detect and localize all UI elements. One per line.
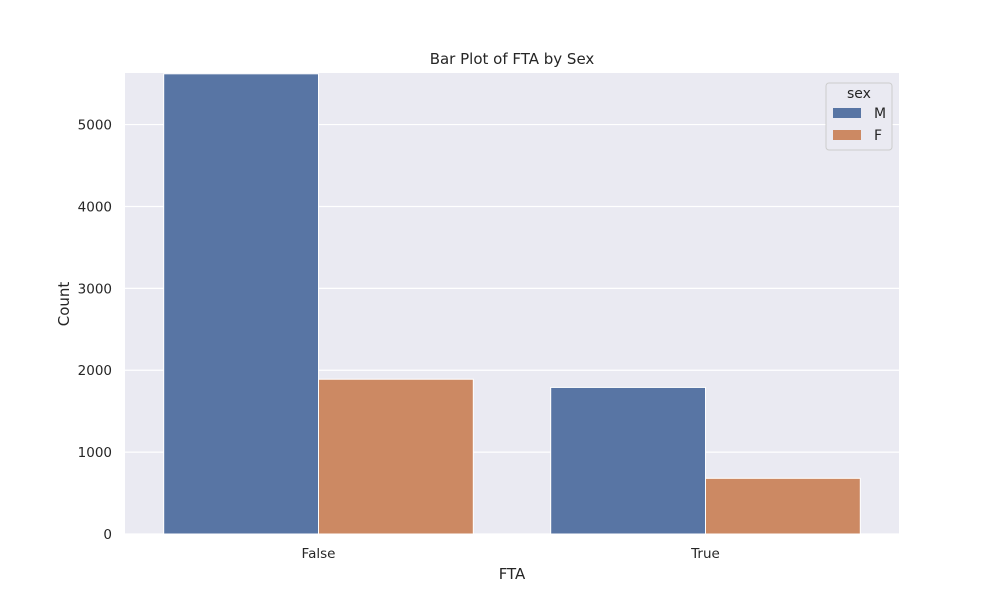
y-axis-label: Count bbox=[55, 282, 73, 327]
legend-swatch-f bbox=[833, 130, 861, 140]
y-tick-label: 0 bbox=[103, 527, 112, 543]
bar-true-m bbox=[550, 386, 707, 535]
x-axis-ticks: False True bbox=[302, 546, 720, 562]
legend: sex M F bbox=[825, 82, 893, 151]
y-tick-label: 3000 bbox=[78, 281, 112, 297]
bar-false-f bbox=[318, 378, 474, 535]
y-tick-label: 4000 bbox=[78, 199, 112, 215]
chart-title: Bar Plot of FTA by Sex bbox=[430, 50, 595, 68]
legend-label-m: M bbox=[874, 106, 886, 122]
bars bbox=[163, 73, 861, 535]
x-axis-label: FTA bbox=[499, 565, 526, 583]
y-tick-label: 5000 bbox=[78, 118, 112, 134]
x-tick-label: True bbox=[690, 546, 720, 562]
y-axis-ticks: 0 1000 2000 3000 4000 5000 bbox=[78, 118, 112, 543]
bar-false-m bbox=[163, 73, 319, 535]
x-tick-label: False bbox=[302, 546, 336, 562]
legend-title: sex bbox=[847, 86, 871, 102]
y-tick-label: 1000 bbox=[78, 445, 112, 461]
y-tick-label: 2000 bbox=[78, 363, 112, 379]
legend-swatch-m bbox=[833, 108, 861, 118]
bar-true-f bbox=[705, 477, 861, 535]
legend-label-f: F bbox=[874, 128, 882, 144]
